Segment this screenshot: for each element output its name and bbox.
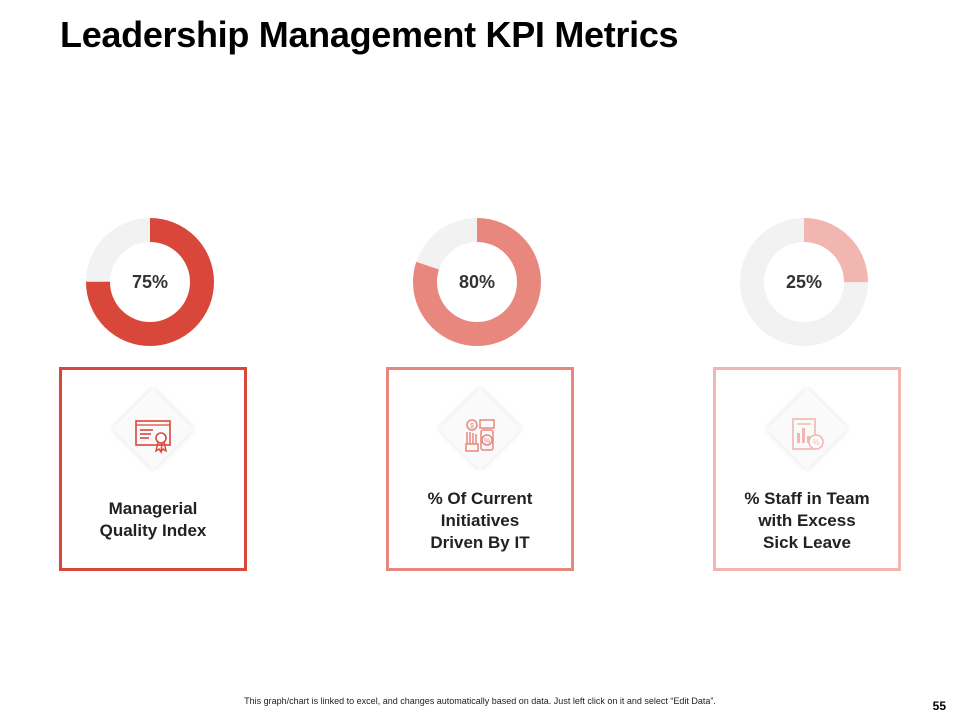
donut-svg <box>740 218 868 346</box>
money-hand-percent-icon: $ % <box>465 419 495 452</box>
svg-text:%: % <box>484 438 490 445</box>
kpi-card-label: Managerial Quality Index <box>72 498 234 542</box>
svg-text:$: $ <box>470 423 474 430</box>
kpi-card-label: % Of Current Initiatives Driven By IT <box>399 488 561 554</box>
donut-svg <box>413 218 541 346</box>
donut-percent-label: 25% <box>785 272 823 292</box>
kpi-card-label-line: Initiatives <box>440 511 520 530</box>
kpi-card-label-line: Quality Index <box>99 521 207 540</box>
kpi-card-label-line: % Of Current <box>427 489 533 508</box>
svg-text:%: % <box>812 438 819 447</box>
donut-value-arc <box>740 218 868 346</box>
donut-chart-staff-excess-sick-leave[interactable]: 25% <box>740 218 868 346</box>
donut-percent-label: 75% <box>131 272 169 292</box>
donut-chart-initiatives-driven-by-it[interactable]: 80% <box>413 218 541 346</box>
donut-value-arc <box>413 218 541 346</box>
kpi-card-label-line: Managerial <box>108 499 198 518</box>
kpi-card-initiatives-driven-by-it: $ % % Of Current Initiatives Driven By I… <box>386 367 574 571</box>
donut-svg <box>86 218 214 346</box>
donut-chart-managerial-quality[interactable]: 75% <box>86 218 214 346</box>
kpi-card-managerial-quality: Managerial Quality Index <box>59 367 247 571</box>
kpi-card-label-line: % Staff in Team <box>744 489 870 508</box>
kpi-card-label-line: Driven By IT <box>430 533 530 552</box>
donut-percent-label: 80% <box>458 272 496 292</box>
kpi-card-label: % Staff in Team with Excess Sick Leave <box>726 488 888 554</box>
kpi-card-label-line: with Excess <box>758 511 856 530</box>
certificate-icon <box>135 420 171 454</box>
page-number: 55 <box>932 699 946 713</box>
kpi-card-staff-excess-sick-leave: % % Staff in Team with Excess Sick Leave <box>713 367 901 571</box>
page-title: Leadership Management KPI Metrics <box>60 14 679 55</box>
kpi-card-label-line: Sick Leave <box>763 533 851 552</box>
report-percent-icon: % <box>792 418 824 450</box>
donut-value-arc <box>86 218 214 346</box>
chart-footnote: This graph/chart is linked to excel, and… <box>244 696 716 706</box>
